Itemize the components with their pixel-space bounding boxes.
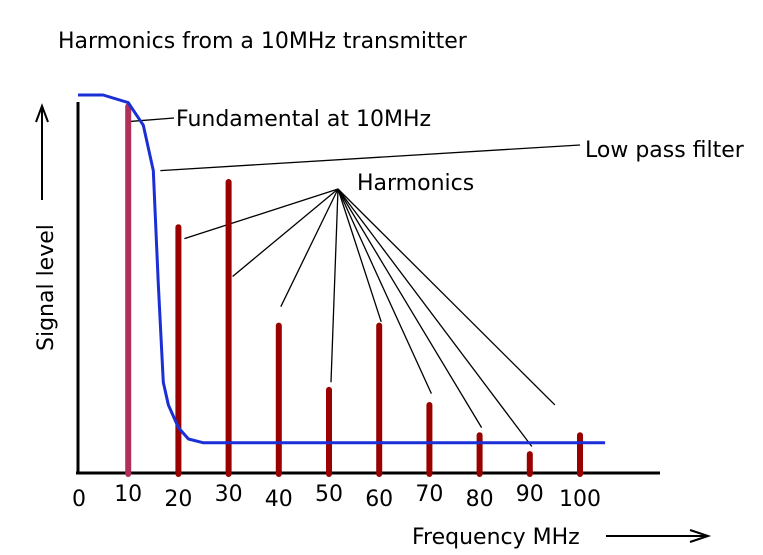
harmonics-leader [337,188,533,447]
chart-title: Harmonics from a 10MHz transmitter [58,29,468,54]
harmonics-leader [337,188,556,406]
x-tick-label: 80 [466,487,494,512]
x-tick-label: 0 [72,487,86,512]
x-tick-label: 90 [516,482,544,507]
x-axis-arrow-head [689,529,712,543]
x-tick-label: 40 [265,487,293,512]
x-tick-label: 50 [315,482,343,507]
x-tick-label: 20 [164,487,192,512]
y-axis-label: Signal level [34,224,59,351]
harmonics-leader [337,188,483,428]
harmonics-leader [337,188,382,323]
low-pass-filter-curve [78,93,606,445]
harmonics-leader [232,188,339,277]
x-tick-label: 60 [365,487,393,512]
x-tick-label: 70 [415,482,443,507]
bars [125,103,583,477]
filter-annotation: Low pass filter [585,138,745,163]
harmonics-leader [337,188,432,394]
harmonics-leader [184,188,339,240]
harmonics-leader [280,188,339,307]
fundamental-leader [130,117,175,123]
harmonics-leader [330,188,339,383]
x-axis-label: Frequency MHz [412,525,580,550]
x-tick-label: 100 [559,487,601,512]
filter-leader [160,144,581,172]
x-tick-label: 10 [114,482,142,507]
fundamental-annotation: Fundamental at 10MHz [176,107,431,132]
leader-lines [130,117,581,447]
x-tick-labels: 0 10 20 30 40 50 60 70 80 90 100 [72,482,601,512]
x-tick-label: 30 [215,482,243,507]
y-axis-arrow-head [35,103,49,123]
harmonics-annotation: Harmonics [357,171,474,196]
